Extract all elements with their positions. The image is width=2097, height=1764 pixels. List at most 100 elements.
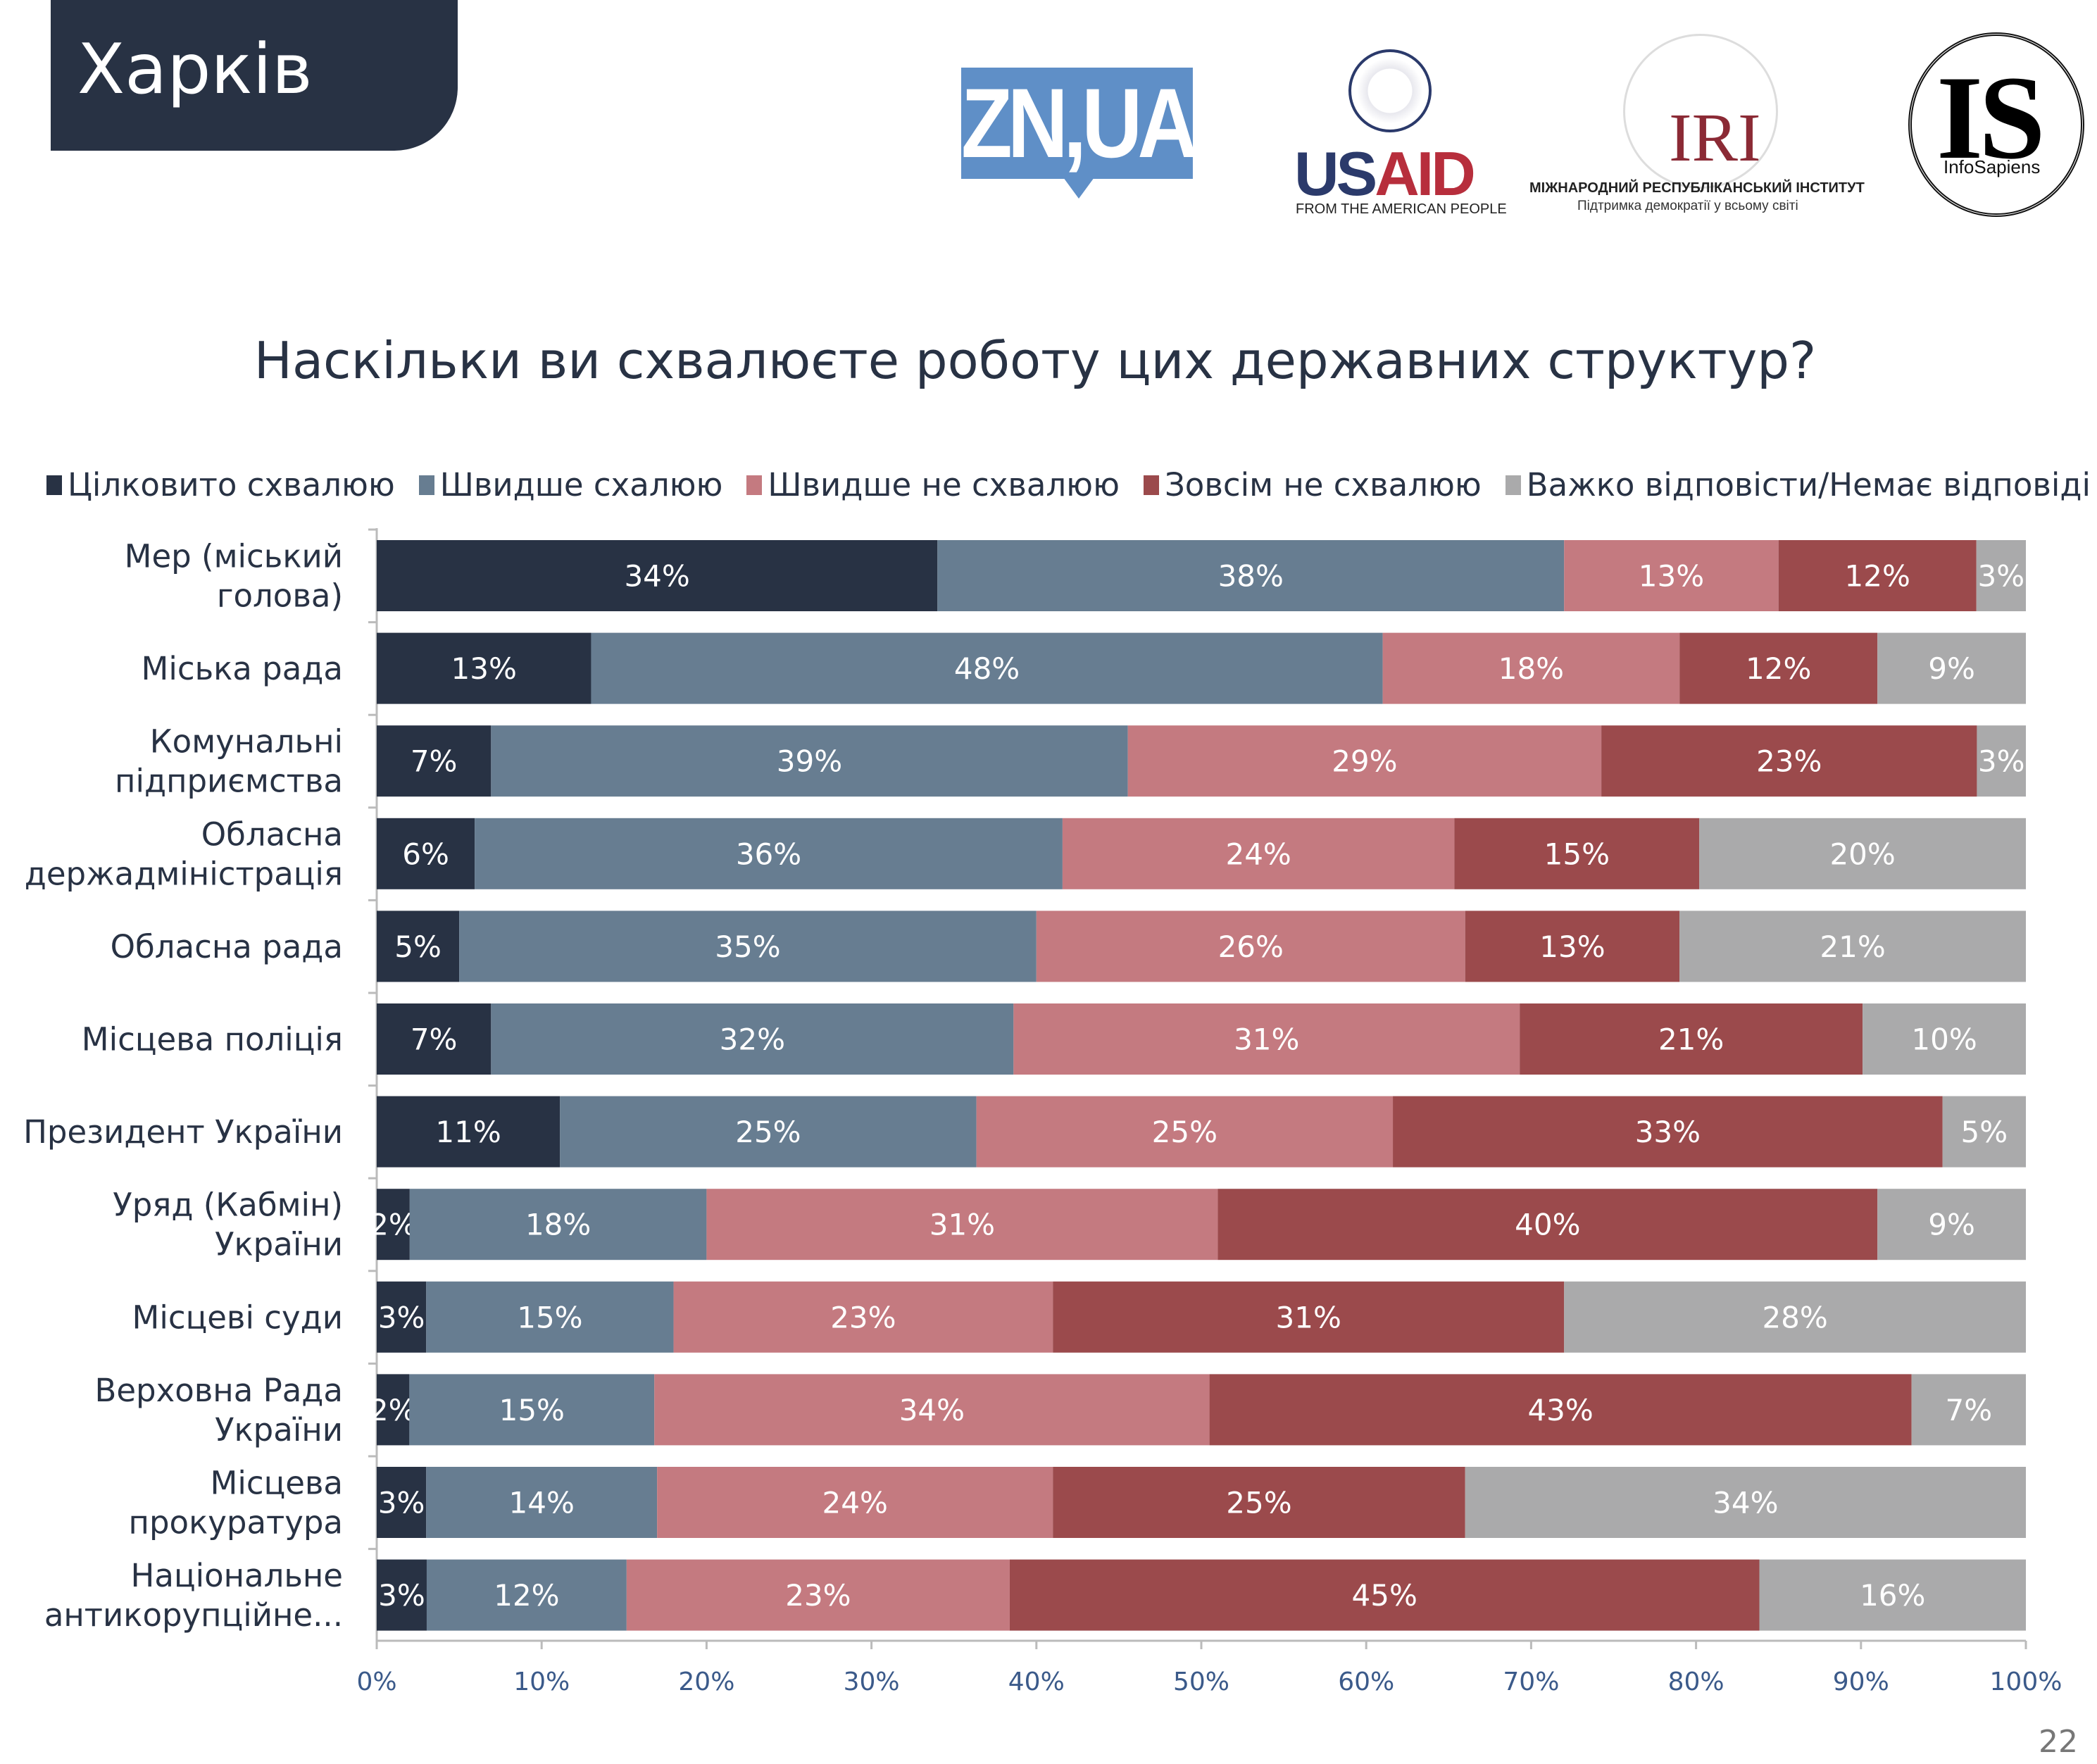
- bar-segment: [1977, 725, 2026, 797]
- bar-segment: [377, 540, 938, 611]
- data-label: 26%: [1218, 930, 1284, 964]
- bar-segment: [426, 1467, 658, 1538]
- bar-segment: [1009, 1559, 1760, 1631]
- data-label: 16%: [1860, 1578, 1925, 1613]
- data-label: 10%: [1911, 1022, 1977, 1057]
- bar-segment: [673, 1281, 1053, 1353]
- data-label: 14%: [509, 1486, 575, 1520]
- bar-segment: [377, 1003, 492, 1075]
- usaid-seal-icon: [1348, 49, 1432, 132]
- data-label: 2%: [370, 1208, 417, 1242]
- data-label: 25%: [735, 1115, 801, 1149]
- bar-segment: [1382, 632, 1680, 704]
- bar-segment: [426, 1281, 674, 1353]
- bar-segment: [1679, 632, 1878, 704]
- data-label: 21%: [1820, 930, 1885, 964]
- data-label: 3%: [378, 1578, 425, 1613]
- category-label: Президент України: [23, 1113, 343, 1151]
- data-label: 9%: [1928, 1208, 1975, 1242]
- zn-logo-tail: [1063, 177, 1094, 199]
- bar-segment: [475, 818, 1063, 889]
- infosapiens-logo: IS: [1936, 51, 2046, 184]
- bar-segment: [1465, 911, 1680, 982]
- category-label: Місцева: [211, 1465, 343, 1502]
- bar-segment: [1601, 725, 1977, 797]
- data-label: 25%: [1226, 1486, 1291, 1520]
- city-header: Харків: [51, 0, 458, 151]
- category-label: Місцеві суди: [132, 1299, 343, 1336]
- category-label: України: [215, 1411, 343, 1449]
- bar-segment: [1564, 1281, 2026, 1353]
- data-label: 34%: [1713, 1486, 1778, 1520]
- data-label: 31%: [1234, 1022, 1299, 1057]
- data-label: 7%: [1946, 1393, 1993, 1427]
- x-tick-label: 0%: [356, 1668, 396, 1696]
- category-label: держадміністрація: [25, 855, 343, 892]
- data-label: 18%: [1498, 651, 1564, 686]
- data-label: 6%: [402, 837, 449, 871]
- bar-segment: [377, 1374, 410, 1446]
- legend-item: Швидше не схвалюю: [746, 466, 1120, 503]
- bar-segment: [377, 1096, 561, 1168]
- category-label: Мер (міський: [125, 538, 343, 575]
- usaid-tagline: FROM THE AMERICAN PEOPLE: [1296, 201, 1507, 217]
- bar-segment: [1209, 1374, 1912, 1446]
- data-label: 25%: [1152, 1115, 1217, 1149]
- data-label: 5%: [1961, 1115, 2008, 1149]
- category-label: України: [215, 1226, 343, 1263]
- usaid-logo: USAID: [1294, 138, 1476, 210]
- infosapiens-circle-icon: [1908, 32, 2084, 217]
- x-tick-label: 20%: [678, 1668, 734, 1696]
- bar-segment: [1877, 1189, 2026, 1261]
- bar-segment: [377, 725, 492, 797]
- data-label: 39%: [777, 744, 842, 779]
- legend-swatch: [418, 475, 434, 495]
- category-label: прокуратура: [129, 1504, 343, 1541]
- bar-segment: [626, 1559, 1010, 1631]
- category-label: Верховна Рада: [94, 1372, 343, 1409]
- bar-segment: [937, 540, 1565, 611]
- data-label: 15%: [517, 1300, 582, 1334]
- bar-segment: [976, 1096, 1394, 1168]
- data-label: 23%: [1756, 744, 1822, 779]
- data-label: 3%: [1978, 744, 2025, 779]
- bar-segment: [1911, 1374, 2026, 1446]
- x-tick-label: 80%: [1668, 1668, 1724, 1696]
- page-number: 22: [2039, 1724, 2078, 1760]
- data-label: 20%: [1829, 837, 1895, 871]
- bar-segment: [491, 1003, 1014, 1075]
- legend-label: Важко відповісти/Немає відповіді: [1526, 466, 2091, 503]
- data-label: 28%: [1762, 1300, 1827, 1334]
- chart-title: Наскільки ви схвалюєте роботу цих держав…: [253, 331, 1817, 390]
- bar-segment: [377, 1559, 427, 1631]
- category-label: Обласна рада: [111, 928, 343, 965]
- data-label: 2%: [370, 1393, 417, 1427]
- data-label: 36%: [736, 837, 801, 871]
- bar-segment: [377, 632, 591, 704]
- legend-label: Швидше не схвалюю: [768, 466, 1120, 503]
- x-tick-label: 70%: [1503, 1668, 1559, 1696]
- legend-label: Зовсім не схвалюю: [1164, 466, 1482, 503]
- bar-segment: [560, 1096, 977, 1168]
- bar-segment: [377, 1189, 410, 1261]
- data-label: 12%: [1845, 559, 1910, 594]
- bar-segment: [1863, 1003, 2026, 1075]
- bar-segment: [1454, 818, 1700, 889]
- data-label: 3%: [1978, 559, 2025, 594]
- data-label: 13%: [1539, 930, 1605, 964]
- x-tick-label: 10%: [513, 1668, 570, 1696]
- bar-segment: [657, 1467, 1053, 1538]
- legend-label: Цілковито схвалюю: [68, 466, 395, 503]
- bar-segment: [1942, 1096, 2026, 1168]
- bar-segment: [377, 1281, 427, 1353]
- legend-item: Важко відповісти/Немає відповіді: [1505, 466, 2091, 503]
- data-label: 12%: [494, 1578, 559, 1613]
- bar-segment: [1520, 1003, 1863, 1075]
- usaid-aid: AID: [1375, 139, 1476, 208]
- data-label: 24%: [822, 1486, 888, 1520]
- bar-segment: [1062, 818, 1455, 889]
- category-label: Місцева поліція: [82, 1021, 343, 1058]
- data-label: 13%: [1639, 559, 1704, 594]
- x-tick-label: 90%: [1833, 1668, 1889, 1696]
- data-label: 48%: [954, 651, 1020, 686]
